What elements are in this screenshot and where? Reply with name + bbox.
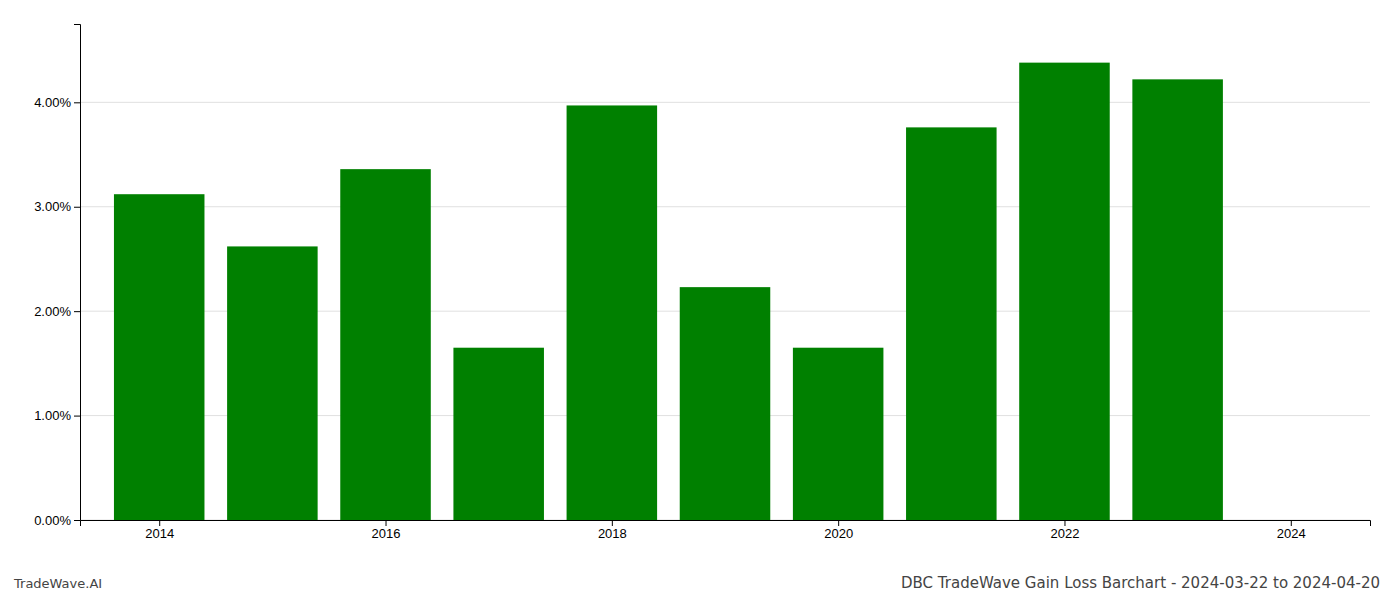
chart: 2014 2016 2018 2020 2022 2024 0.00% 1.00% 2.00% 3… (0, 0, 1400, 600)
y-tick-mark (74, 311, 80, 312)
x-tick-label: 2022 (1051, 526, 1080, 541)
x-tick-label: 2018 (598, 526, 627, 541)
x-axis: 2014 2016 2018 2020 2022 2024 (81, 520, 1371, 541)
x-tick: 2022 (1051, 520, 1080, 541)
bar (227, 246, 318, 520)
x-tick: 2014 (145, 520, 174, 541)
bar (114, 194, 205, 520)
x-tick-mark (159, 520, 160, 526)
y-axis-line (74, 25, 81, 521)
y-tick: 3.00% (34, 199, 80, 214)
y-tick: 1.00% (34, 408, 80, 423)
x-tick-label: 2014 (145, 526, 174, 541)
x-tick-label: 2024 (1277, 526, 1306, 541)
x-tick-mark (612, 520, 613, 526)
x-tick-label: 2020 (824, 526, 853, 541)
x-axis-line (81, 521, 1371, 527)
bar (567, 105, 658, 520)
y-tick: 4.00% (34, 95, 80, 110)
y-tick-label: 1.00% (34, 408, 71, 423)
y-tick-mark (74, 102, 80, 103)
x-tick: 2016 (372, 520, 401, 541)
bar (793, 348, 884, 520)
bars (114, 63, 1223, 520)
y-tick-label: 3.00% (34, 199, 71, 214)
x-tick-mark (386, 520, 387, 526)
title: DBC TradeWave Gain Loss Barchart - 2024-… (901, 574, 1380, 592)
x-tick: 2024 (1277, 520, 1306, 541)
y-tick-mark (74, 520, 80, 521)
x-tick-mark (1064, 520, 1065, 526)
x-tick-mark (838, 520, 839, 526)
x-tick-label: 2016 (372, 526, 401, 541)
y-tick-label: 2.00% (34, 304, 71, 319)
bar (1132, 79, 1223, 520)
bar (340, 169, 431, 520)
plot: 2014 2016 2018 2020 2022 2024 0.00% 1.00% 2.00% 3… (34, 25, 1370, 542)
y-tick-mark (74, 416, 80, 417)
x-tick-mark (1291, 520, 1292, 526)
y-tick-label: 0.00% (34, 513, 71, 528)
bar (453, 348, 544, 520)
y-axis: 0.00% 1.00% 2.00% 3.00% 4.00% (34, 25, 80, 528)
bar (1019, 63, 1110, 520)
y-tick-label: 4.00% (34, 95, 71, 110)
y-tick: 0.00% (34, 513, 80, 528)
footnote: TradeWave.AI (13, 576, 102, 591)
bar (906, 127, 997, 520)
x-tick: 2018 (598, 520, 627, 541)
y-tick: 2.00% (34, 304, 80, 319)
bar (680, 287, 771, 520)
y-tick-mark (74, 207, 80, 208)
x-tick: 2020 (824, 520, 853, 541)
